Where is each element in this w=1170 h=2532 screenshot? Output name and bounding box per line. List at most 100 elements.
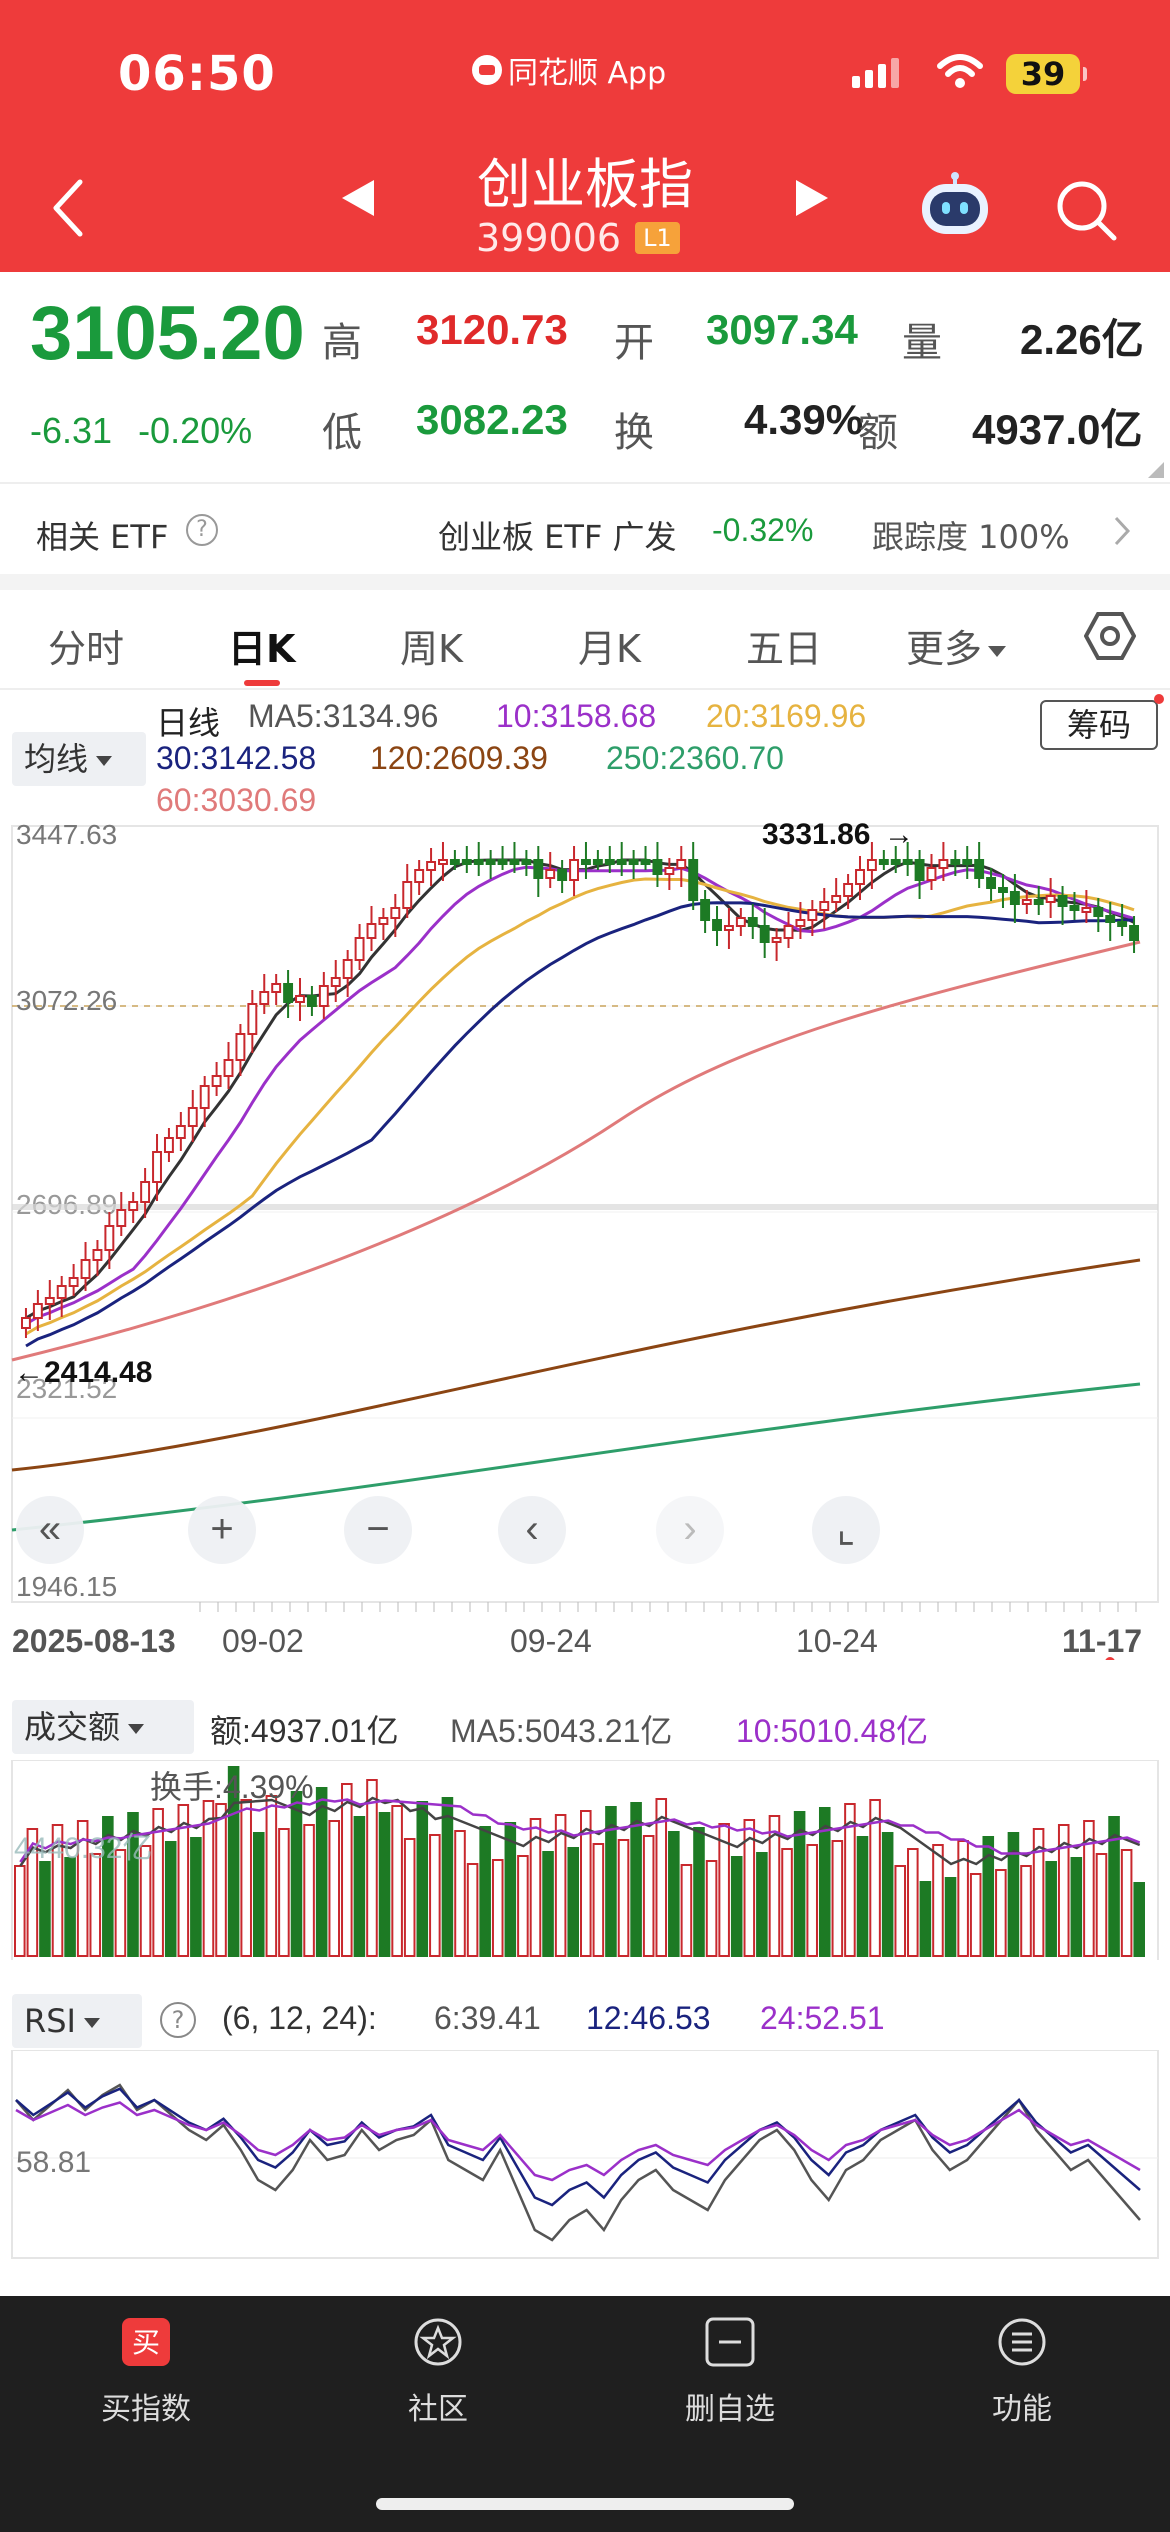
candle-body bbox=[819, 901, 830, 911]
volume-bar bbox=[429, 1834, 441, 1957]
volume-bar bbox=[617, 1839, 630, 1957]
candle-body bbox=[318, 985, 329, 1007]
index-code-row: 399006 L1 bbox=[476, 216, 680, 260]
candle-body bbox=[426, 861, 437, 871]
chevron-right-icon bbox=[1114, 516, 1131, 546]
tab-more[interactable]: 更多 bbox=[906, 618, 1007, 673]
candle-body bbox=[402, 881, 413, 909]
zoom-out-icon[interactable] bbox=[344, 1496, 412, 1564]
ma20-value: 20:3169.96 bbox=[706, 698, 867, 734]
bottom-nav bbox=[0, 2296, 1170, 2532]
rewind-icon[interactable] bbox=[16, 1496, 84, 1564]
quote-panel bbox=[0, 272, 1170, 480]
next-icon[interactable] bbox=[656, 1496, 724, 1564]
volume-bar bbox=[328, 1820, 341, 1957]
volume-bar bbox=[227, 1766, 240, 1957]
expand-corner-icon[interactable] bbox=[1148, 462, 1164, 478]
candle-body bbox=[330, 977, 341, 987]
volume-bar bbox=[14, 1865, 26, 1957]
candle-body bbox=[616, 859, 627, 865]
volume-bar bbox=[919, 1881, 932, 1957]
candle-body bbox=[938, 859, 949, 869]
nav-functions[interactable]: 功能 bbox=[922, 2316, 1122, 2428]
etf-name: 创业板 ETF 广发 bbox=[438, 518, 677, 556]
volume-bar bbox=[89, 1853, 102, 1957]
ma-selector[interactable]: 均线 bbox=[12, 732, 146, 786]
date-label: 10-24 bbox=[796, 1623, 878, 1659]
nav-buy-index[interactable]: 买 买指数 bbox=[46, 2316, 246, 2428]
volume-bar bbox=[139, 1845, 152, 1957]
candle-body bbox=[866, 859, 877, 871]
volume-ma10: 10:5010.48亿 bbox=[736, 1713, 929, 1749]
volume-label: 量 bbox=[902, 320, 942, 366]
rsi-chart[interactable]: 58.81 bbox=[0, 2050, 1170, 2262]
volume-bar bbox=[164, 1841, 177, 1957]
search-icon[interactable] bbox=[1052, 176, 1118, 242]
nav-community[interactable]: 社区 bbox=[338, 2316, 538, 2428]
volume-amount: 额:4937.01亿 bbox=[210, 1713, 399, 1749]
level-badge: L1 bbox=[635, 222, 680, 254]
candle-body bbox=[902, 859, 913, 865]
tab-weekly-k[interactable]: 周K bbox=[400, 627, 463, 671]
volume-bar bbox=[1108, 1816, 1120, 1957]
nav-remove-label: 删自选 bbox=[685, 2392, 775, 2427]
back-icon[interactable] bbox=[50, 178, 86, 238]
volume-bar bbox=[190, 1837, 202, 1957]
index-title: 创业板指 bbox=[477, 153, 693, 216]
candle-body bbox=[950, 859, 961, 865]
tab-monthly-k[interactable]: 月K bbox=[578, 627, 641, 671]
high-price-marker: 3331.86 bbox=[762, 820, 870, 851]
app-logo-icon bbox=[472, 55, 502, 85]
help-icon[interactable]: ? bbox=[160, 2002, 196, 2038]
zoom-in-icon[interactable] bbox=[188, 1496, 256, 1564]
volume-bar bbox=[831, 1840, 844, 1957]
volume-bar bbox=[479, 1826, 491, 1957]
candle-body bbox=[509, 859, 520, 865]
rsi12-value: 12:46.53 bbox=[586, 2000, 711, 2036]
price-axis-label: 3072.26 bbox=[16, 985, 117, 1016]
candle-body bbox=[1045, 895, 1056, 903]
candle-body bbox=[354, 937, 365, 961]
index-code: 399006 bbox=[476, 216, 622, 260]
tab-daily-k[interactable]: 日K bbox=[228, 627, 296, 671]
volume-bar bbox=[265, 1795, 278, 1957]
header-bar: 06:50 同花顺 App 39 创业板指 399006 L1 bbox=[0, 0, 1170, 272]
next-index-icon[interactable] bbox=[796, 180, 828, 216]
volume-bar bbox=[580, 1810, 592, 1957]
candle-body bbox=[152, 1151, 162, 1183]
volume-bar bbox=[1083, 1820, 1095, 1957]
prev-index-icon[interactable] bbox=[342, 180, 374, 216]
candle-body bbox=[21, 1317, 31, 1329]
high-arrow-icon: → bbox=[884, 820, 914, 851]
candle-body bbox=[104, 1225, 115, 1251]
tab-intraday[interactable]: 分时 bbox=[48, 627, 125, 671]
volume-chart[interactable]: 换手:4.39% 4440.32亿 bbox=[0, 1760, 1170, 1960]
section-divider bbox=[0, 574, 1170, 590]
volume-bar bbox=[64, 1857, 76, 1957]
nav-remove-watchlist[interactable]: 删自选 bbox=[630, 2316, 830, 2428]
prev-icon[interactable] bbox=[498, 1496, 566, 1564]
help-icon[interactable]: ? bbox=[186, 514, 218, 546]
assistant-robot-icon[interactable] bbox=[918, 172, 992, 238]
candle-body bbox=[1009, 891, 1020, 905]
related-etf-row[interactable]: 相关 ETF ? 创业板 ETF 广发 -0.32% 跟踪度 100% bbox=[0, 482, 1170, 574]
period-tabs: 分时 日K 周K 月K 五日 更多 bbox=[0, 590, 1170, 690]
high-label: 高 bbox=[322, 320, 362, 366]
candle-body bbox=[271, 983, 282, 993]
tab-five-day[interactable]: 五日 bbox=[746, 627, 823, 671]
chip-distribution-button[interactable]: 筹码 bbox=[1040, 700, 1158, 750]
settings-icon[interactable] bbox=[1084, 610, 1136, 662]
nav-buy-label: 买指数 bbox=[101, 2392, 191, 2427]
candle-body bbox=[92, 1249, 103, 1261]
fullscreen-icon[interactable] bbox=[812, 1496, 880, 1564]
volume-bar bbox=[315, 1787, 328, 1957]
date-label: 11-17 bbox=[1062, 1623, 1142, 1659]
volume-selector[interactable]: 成交额 bbox=[12, 1700, 194, 1754]
candle-body bbox=[735, 917, 746, 927]
active-tab-indicator bbox=[244, 680, 280, 686]
price-axis-label: 2321.52 bbox=[16, 1373, 117, 1404]
candle-body bbox=[771, 937, 782, 943]
svg-text:买: 买 bbox=[132, 2327, 160, 2358]
rsi-selector[interactable]: RSI bbox=[12, 1994, 142, 2048]
